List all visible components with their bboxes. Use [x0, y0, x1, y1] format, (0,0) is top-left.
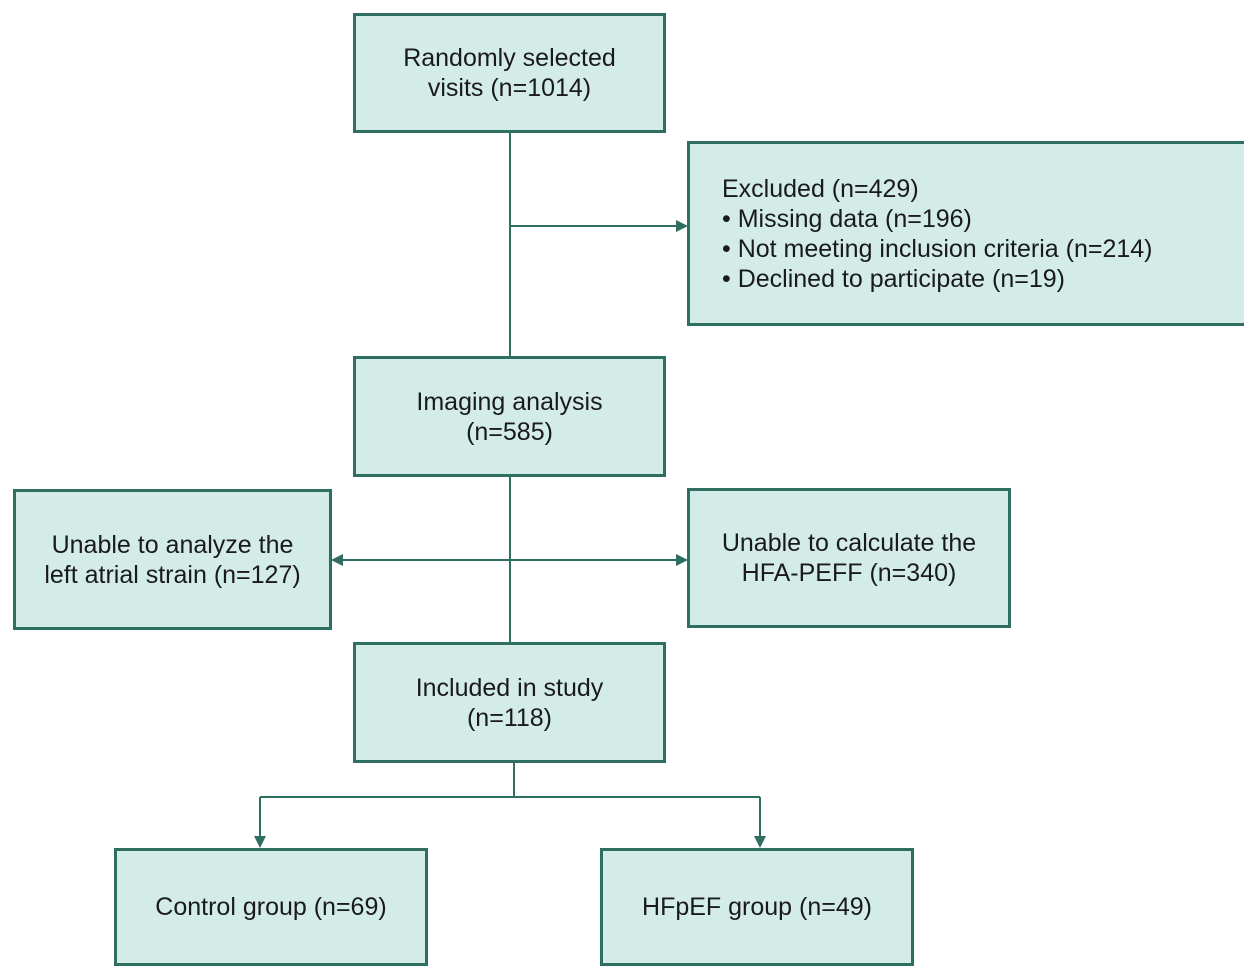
imaging-analysis-line2: (n=585) [466, 417, 553, 446]
unable-hfapeff-line2: HFA-PEFF (n=340) [741, 559, 957, 587]
unable-strain-line2: left atrial strain (n=127) [44, 560, 301, 589]
excluded-box: Excluded (n=429) • Missing data (n=196) … [687, 141, 1244, 326]
control-group-label: Control group (n=69) [155, 893, 387, 921]
unable-hfapeff-line1: Unable to calculate the [721, 529, 977, 557]
randomly-selected-box: Randomly selected visits (n=1014) [353, 13, 666, 133]
excluded-item-criteria: • Not meeting inclusion criteria (n=214) [722, 234, 1153, 263]
unable-hfapeff-box: Unable to calculate the HFA-PEFF (n=340) [687, 488, 1011, 628]
imaging-analysis-line1: Imaging analysis [416, 387, 603, 416]
excluded-title: Excluded (n=429) [722, 174, 919, 203]
included-box: Included in study (n=118) [353, 642, 666, 763]
unable-strain-line1: Unable to analyze the [51, 530, 294, 559]
randomly-selected-line1: Randomly selected [403, 44, 616, 72]
excluded-item-missing: • Missing data (n=196) [722, 204, 972, 233]
imaging-analysis-box: Imaging analysis (n=585) [353, 356, 666, 477]
control-group-box: Control group (n=69) [114, 848, 428, 966]
included-line1: Included in study [415, 673, 604, 702]
excluded-item-declined: • Declined to participate (n=19) [722, 264, 1065, 293]
randomly-selected-line2: visits (n=1014) [427, 74, 592, 102]
unable-strain-box: Unable to analyze the left atrial strain… [13, 489, 332, 630]
included-line2: (n=118) [466, 703, 552, 732]
hfpef-group-label: HFpEF group (n=49) [642, 893, 872, 921]
hfpef-group-box: HFpEF group (n=49) [600, 848, 914, 966]
